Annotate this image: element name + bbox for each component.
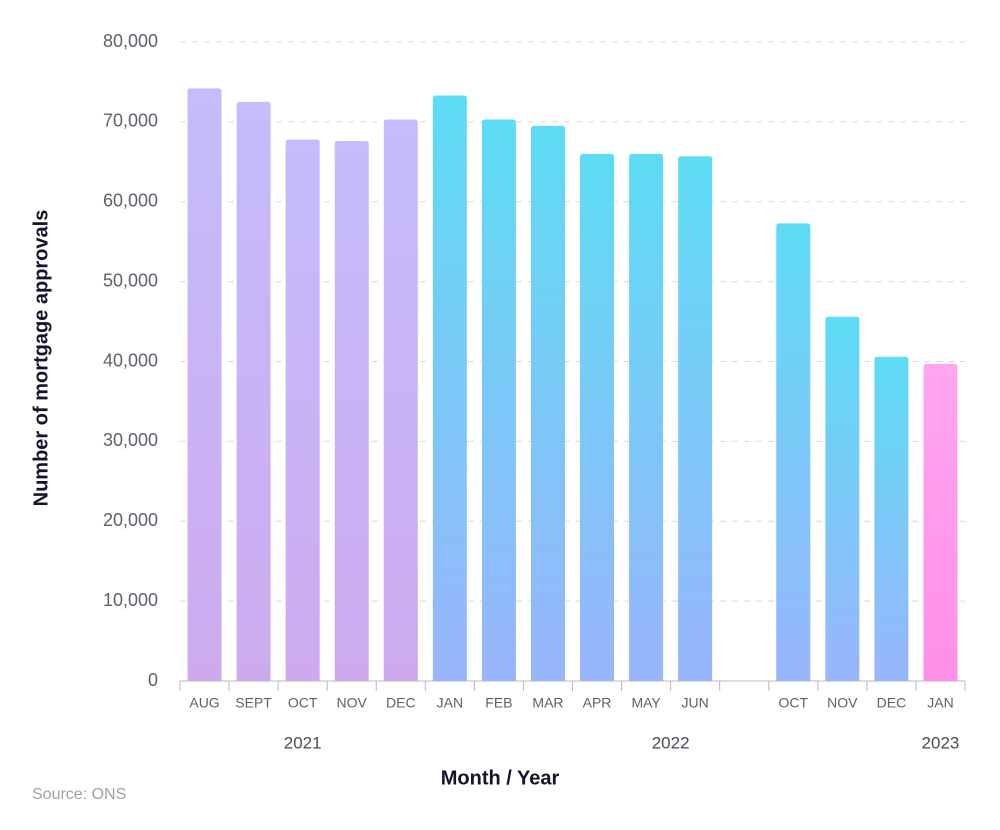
- x-tick-label: JAN: [437, 695, 463, 711]
- y-tick-label: 60,000: [103, 191, 158, 211]
- x-axis-title: Month / Year: [441, 767, 560, 789]
- y-tick-label: 70,000: [103, 111, 158, 131]
- bar: [678, 156, 713, 681]
- x-tick-label: DEC: [386, 695, 416, 711]
- bar: [285, 139, 320, 681]
- bar: [530, 125, 565, 681]
- bar: [580, 153, 615, 681]
- y-tick-label: 30,000: [103, 430, 158, 450]
- bar: [481, 119, 516, 681]
- bar: [825, 316, 860, 681]
- x-tick-label: MAR: [532, 695, 563, 711]
- x-tick-label: AUG: [189, 695, 219, 711]
- y-tick-label: 0: [148, 670, 158, 690]
- year-label: 2022: [652, 733, 690, 752]
- y-tick-label: 20,000: [103, 510, 158, 530]
- bar: [629, 153, 664, 681]
- y-tick-label: 50,000: [103, 270, 158, 290]
- x-tick-label: DEC: [877, 695, 907, 711]
- x-tick-label: JAN: [927, 695, 953, 711]
- y-tick-label: 10,000: [103, 590, 158, 610]
- bar: [236, 101, 271, 681]
- bar: [334, 141, 369, 682]
- bar: [874, 356, 909, 681]
- x-tick-label: NOV: [827, 695, 858, 711]
- x-tick-label: OCT: [288, 695, 318, 711]
- x-tick-label: MAY: [631, 695, 661, 711]
- year-label: 2023: [922, 733, 960, 752]
- bar: [776, 223, 811, 681]
- bar: [187, 88, 222, 681]
- y-tick-label: 40,000: [103, 350, 158, 370]
- x-tick-label: APR: [583, 695, 612, 711]
- x-tick-label: SEPT: [235, 695, 272, 711]
- source: Source: ONS: [32, 786, 126, 803]
- x-tick-label: OCT: [779, 695, 809, 711]
- x-tick-label: NOV: [337, 695, 368, 711]
- year-label: 2021: [284, 733, 322, 752]
- bar: [432, 95, 467, 682]
- bar: [923, 363, 958, 681]
- x-tick-label: JUN: [682, 695, 709, 711]
- y-tick-label: 80,000: [103, 31, 158, 51]
- x-tick-label: FEB: [485, 695, 512, 711]
- bar: [383, 119, 418, 681]
- y-axis-title: Number of mortgage approvals: [30, 210, 52, 507]
